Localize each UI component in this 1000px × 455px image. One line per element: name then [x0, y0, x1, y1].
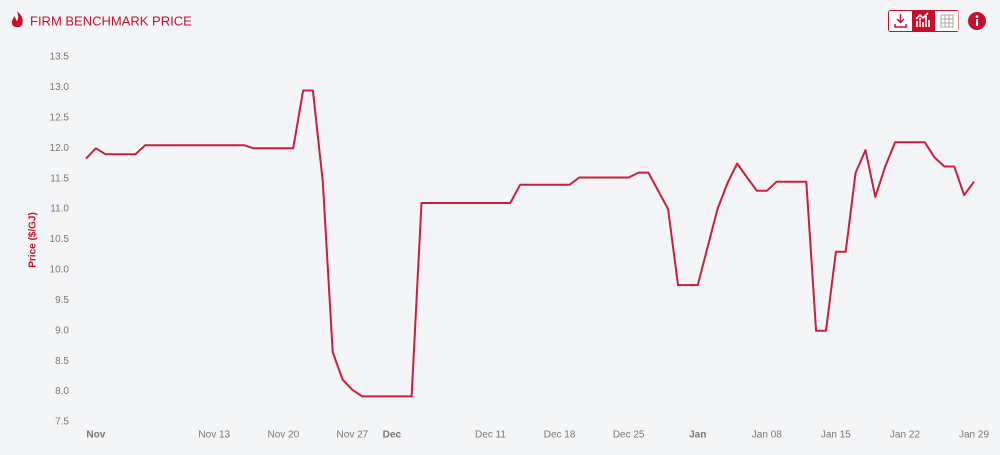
info-dot — [975, 15, 979, 18]
y-tick-label: 10.0 — [50, 265, 70, 276]
x-tick-label: Nov 27 — [337, 430, 369, 441]
x-tick-label: Jan 22 — [890, 430, 920, 441]
price-line — [85, 89, 975, 398]
download-button[interactable] — [889, 11, 912, 31]
y-tick-label: 8.0 — [55, 386, 69, 397]
x-tick-label: Jan 29 — [959, 430, 989, 441]
flame-icon — [11, 11, 23, 28]
y-tick-label: 13.5 — [50, 52, 70, 63]
x-tick-label: Dec — [383, 430, 402, 441]
download-icon — [894, 14, 907, 28]
y-tick-label: 13.0 — [50, 82, 70, 93]
table-button[interactable] — [935, 11, 959, 31]
x-tick-label: Dec 11 — [475, 430, 506, 441]
x-tick-label: Dec 18 — [544, 430, 576, 441]
x-tick-label: Nov — [86, 430, 105, 441]
y-tick-label: 8.5 — [55, 356, 69, 367]
x-tick-label: Nov 20 — [267, 430, 299, 441]
chart-title: FIRM BENCHMARK PRICE — [30, 13, 192, 28]
button-bg — [912, 11, 935, 31]
info-stem — [976, 19, 978, 26]
y-tick-label: 9.5 — [55, 295, 69, 306]
x-tick-label: Jan — [689, 430, 706, 441]
x-tick-label: Dec 25 — [613, 430, 645, 441]
table-icon — [940, 14, 954, 28]
y-tick-label: 9.0 — [55, 325, 69, 336]
y-tick-label: 7.5 — [55, 417, 69, 428]
y-axis-title: Price ($/GJ) — [28, 212, 39, 268]
chart-button[interactable] — [912, 11, 935, 31]
y-tick-label: 12.5 — [50, 112, 70, 123]
y-tick-label: 11.5 — [50, 173, 69, 184]
y-tick-label: 10.5 — [50, 234, 70, 245]
button-bg — [935, 11, 959, 31]
x-tick-label: Jan 15 — [821, 430, 851, 441]
y-tick-label: 11.0 — [50, 204, 69, 215]
y-tick-label: 12.0 — [50, 143, 70, 154]
info-button[interactable] — [968, 12, 986, 30]
chart-icon — [915, 12, 930, 27]
x-tick-label: Nov 13 — [198, 430, 230, 441]
toolbar — [888, 10, 959, 32]
x-tick-label: Jan 08 — [752, 430, 782, 441]
